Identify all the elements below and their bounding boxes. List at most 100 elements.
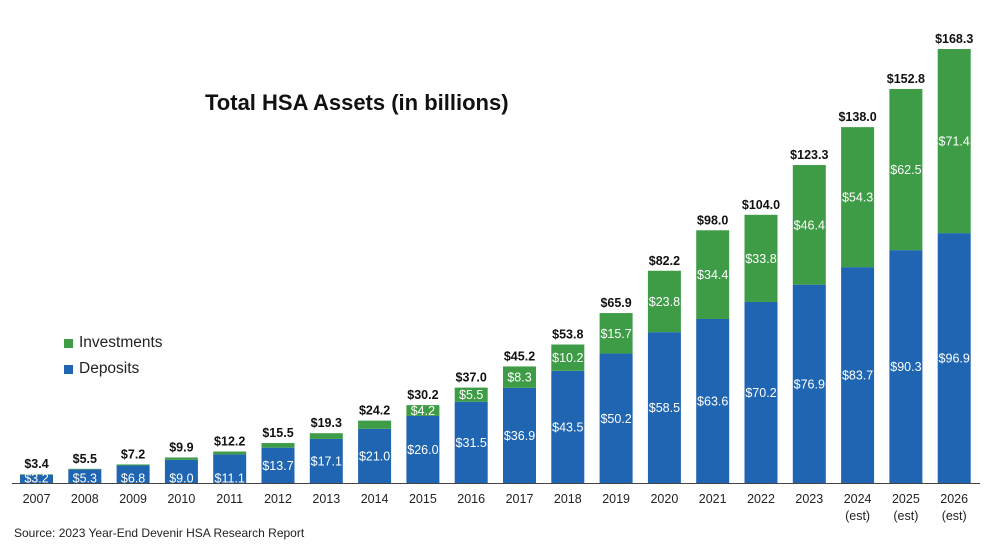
legend-swatch-deposits — [64, 364, 73, 374]
legend-label-deposits: Deposits — [79, 360, 140, 377]
bar-investments — [116, 464, 150, 466]
bar-investments — [841, 127, 875, 268]
x-tick-sublabel: (est) — [942, 509, 967, 523]
bar-deposits — [164, 459, 198, 483]
bar-investments — [503, 366, 536, 388]
bar-deposits — [503, 387, 536, 483]
total-label: $19.3 — [311, 416, 342, 430]
data-label-deposits: $36.9 — [504, 429, 535, 443]
data-label-deposits: $31.5 — [456, 436, 487, 450]
total-label: $30.2 — [407, 388, 438, 402]
x-tick-label: 2018 — [554, 492, 582, 506]
x-tick-label: 2026 — [940, 492, 968, 506]
total-label: $82.2 — [649, 254, 680, 268]
bar-deposits — [889, 250, 923, 483]
data-label-deposits: $3.2 — [24, 472, 48, 486]
bar-deposits — [551, 370, 585, 483]
total-label: $138.0 — [838, 110, 876, 124]
x-tick-label: 2009 — [119, 492, 147, 506]
bar-investments — [20, 474, 53, 475]
x-tick-label: 2007 — [23, 492, 51, 506]
data-label-deposits: $70.2 — [745, 386, 776, 400]
bar-investments — [696, 230, 730, 319]
x-tick-label: 2025 — [892, 492, 920, 506]
data-label-deposits: $50.2 — [600, 412, 631, 426]
bar-investments — [551, 344, 585, 371]
data-label-deposits: $17.1 — [311, 454, 342, 468]
x-tick-sublabel: (est) — [893, 509, 918, 523]
data-label-deposits: $63.6 — [697, 394, 728, 408]
x-tick-label: 2024 — [844, 492, 872, 506]
legend: Investments Deposits — [64, 330, 163, 382]
total-label: $98.0 — [697, 213, 728, 227]
x-tick-label: 2014 — [361, 492, 389, 506]
data-label-deposits: $21.0 — [359, 449, 390, 463]
legend-label-investments: Investments — [79, 334, 163, 351]
legend-item-deposits: Deposits — [64, 356, 163, 382]
bar-deposits — [20, 474, 53, 483]
bar-investments — [164, 457, 198, 460]
x-tick-label: 2008 — [71, 492, 99, 506]
bar-deposits — [744, 301, 778, 483]
data-label-investments: $23.8 — [649, 295, 680, 309]
data-label-investments: $46.4 — [794, 218, 825, 232]
bar-investments — [599, 313, 633, 354]
data-label-investments: $15.7 — [600, 327, 631, 341]
x-tick-label: 2023 — [795, 492, 823, 506]
data-label-investments: $10.2 — [552, 351, 583, 365]
total-label: $123.3 — [790, 148, 828, 162]
bar-investments — [744, 214, 778, 302]
x-tick-label: 2017 — [506, 492, 534, 506]
data-label-deposits: $9.0 — [169, 472, 193, 486]
bar-investments — [454, 387, 488, 402]
bar-deposits — [406, 415, 440, 483]
data-label-deposits: $13.7 — [262, 459, 293, 473]
bar-investments — [261, 443, 295, 448]
bar-deposits — [309, 438, 343, 483]
data-label-investments: $8.3 — [507, 371, 531, 385]
source-note: Source: 2023 Year-End Devenir HSA Resear… — [14, 526, 305, 540]
data-label-deposits: $58.5 — [649, 401, 680, 415]
bar-investments — [889, 88, 923, 251]
total-label: $24.2 — [359, 404, 390, 418]
data-label-investments: $4.2 — [411, 404, 435, 418]
data-label-deposits: $26.0 — [407, 443, 438, 457]
bar-deposits — [116, 465, 150, 483]
bar-investments — [213, 451, 247, 455]
data-label-deposits: $11.1 — [215, 472, 245, 486]
x-tick-label: 2013 — [312, 492, 340, 506]
chart-title: Total HSA Assets (in billions) — [205, 90, 509, 115]
data-label-investments: $5.5 — [459, 388, 483, 402]
total-label: $104.0 — [742, 198, 780, 212]
data-label-deposits: $90.3 — [890, 360, 921, 374]
bar-investments — [647, 270, 681, 333]
data-label-investments: $33.8 — [745, 252, 776, 266]
x-tick-label: 2022 — [747, 492, 775, 506]
x-tick-label: 2019 — [602, 492, 630, 506]
x-tick-label: 2012 — [264, 492, 292, 506]
data-label-investments: $34.4 — [697, 268, 728, 282]
data-label-deposits: $83.7 — [842, 369, 873, 383]
total-label: $12.2 — [214, 435, 245, 449]
total-label: $9.9 — [169, 440, 193, 454]
data-label-deposits: $43.5 — [552, 420, 583, 434]
bar-deposits — [599, 353, 633, 483]
data-label-deposits: $5.3 — [73, 472, 97, 486]
bar-investments — [406, 405, 440, 416]
total-label: $65.9 — [600, 296, 631, 310]
bar-investments — [358, 420, 392, 429]
bar-deposits — [647, 332, 681, 483]
bar-investments — [792, 165, 826, 285]
bar-deposits — [696, 318, 730, 483]
total-label: $45.2 — [504, 349, 535, 363]
total-label: $5.5 — [73, 452, 97, 466]
data-label-investments: $54.3 — [842, 191, 873, 205]
bar-deposits — [454, 401, 488, 483]
data-label-deposits: $6.8 — [121, 472, 145, 486]
bar-deposits — [792, 284, 826, 483]
x-tick-label: 2015 — [409, 492, 437, 506]
total-label: $53.8 — [552, 328, 583, 342]
x-tick-label: 2020 — [650, 492, 678, 506]
bar-deposits — [841, 267, 875, 483]
